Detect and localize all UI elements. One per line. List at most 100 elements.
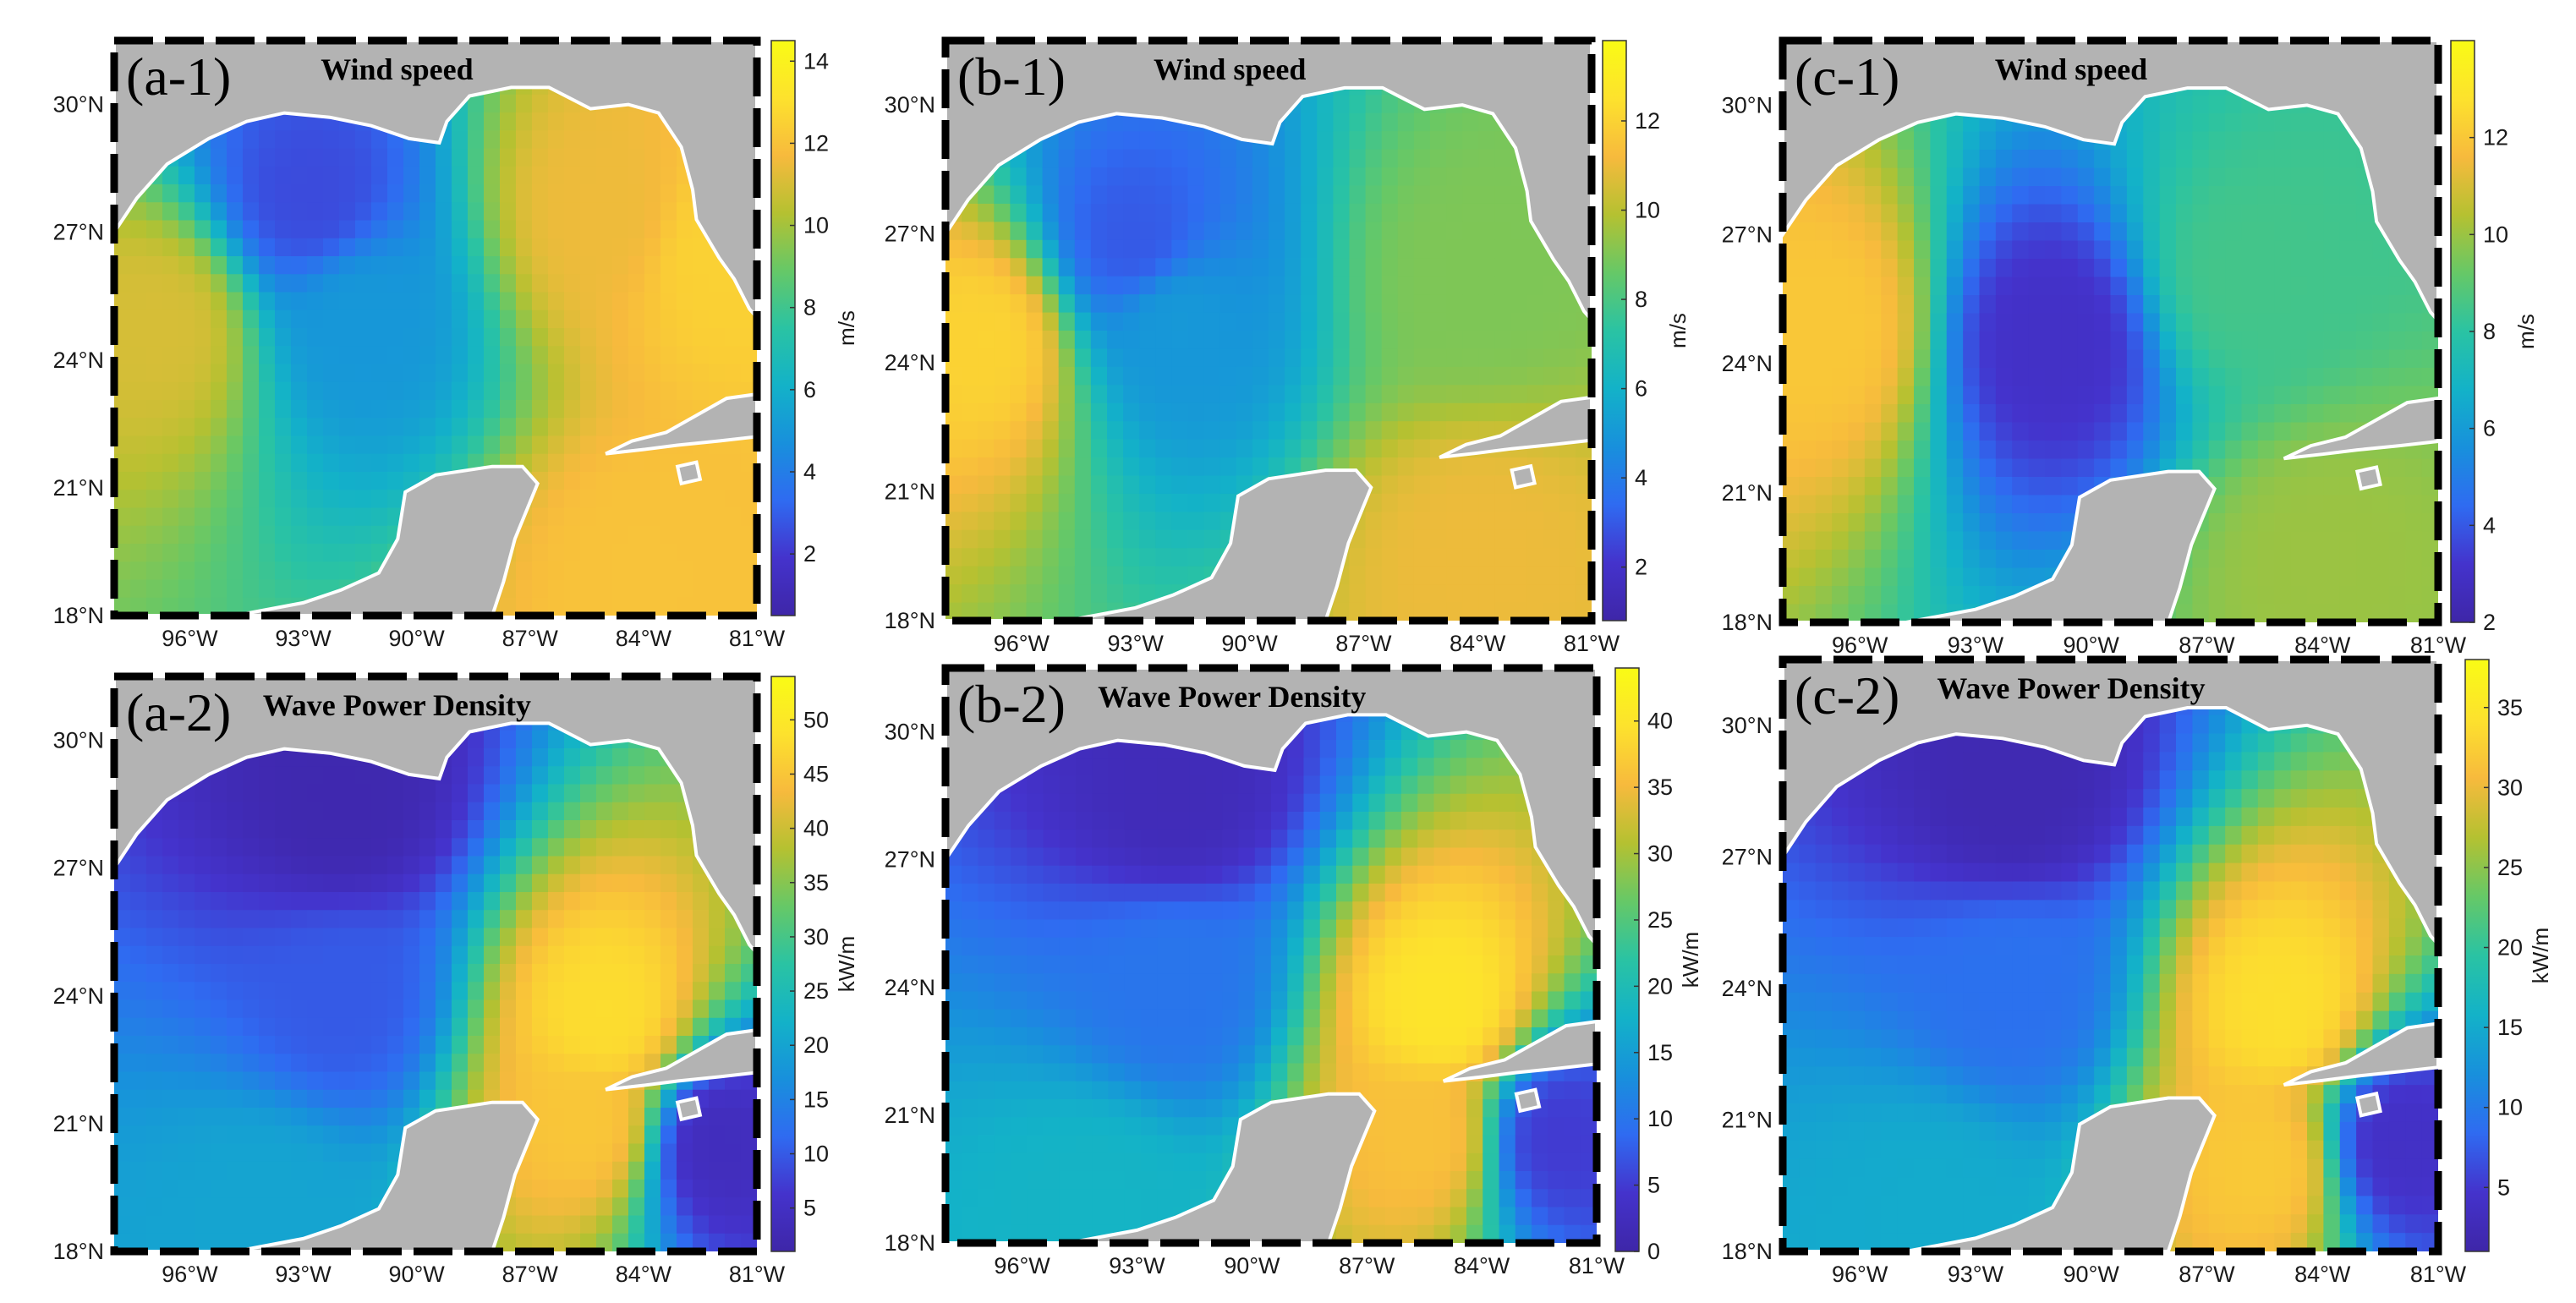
field-cell [1010,258,1028,277]
field-cell [2192,331,2210,351]
field-cell [484,148,501,167]
field-cell [468,112,485,131]
field-cell [2045,422,2062,441]
field-cell [516,435,533,455]
field-cell [2257,240,2275,260]
field-cell [596,856,613,875]
field-cell [1543,529,1560,549]
field-cell [532,1036,549,1054]
field-cell [2388,386,2406,405]
field-cell [1930,531,1948,550]
field-cell [2208,276,2226,296]
field-cell [307,945,324,965]
field-cell [677,328,693,347]
field-cell [162,1233,179,1251]
field-cell [677,507,693,527]
x-tick-label: 96°W [1832,632,1888,658]
field-cell [1010,529,1028,549]
field-cell [2339,586,2357,605]
field-cell [1058,402,1076,422]
field-cell [1946,441,1964,460]
field-cell [2257,131,2275,151]
field-cell [114,544,131,562]
field-cell [1963,586,1981,605]
field-cell [114,490,131,509]
field-cell [1301,222,1318,241]
field-cell [452,999,469,1019]
field-cell [259,1071,276,1091]
field-cell [2028,259,2046,278]
field-cell [1058,331,1076,350]
field-cell [660,148,677,167]
field-cell [1219,239,1237,259]
field-cell [1575,512,1592,531]
field-cell [1349,112,1367,132]
field-cell [178,364,195,383]
field-cell [1219,439,1237,458]
field-cell [484,381,501,401]
field-cell [1236,203,1253,222]
field-cell [1139,493,1156,512]
field-cell [945,366,962,386]
field-cell [1090,149,1108,168]
field-cell [693,544,710,562]
field-cell [1058,584,1076,604]
field-cell [628,220,645,239]
field-cell [1930,441,1948,460]
field-cell [2339,167,2357,187]
field-cell [2421,368,2438,387]
field-cell [1269,421,1285,441]
field-cell [339,892,356,911]
field-cell [596,1125,613,1145]
field-cell [419,364,436,383]
field-cell [644,184,661,203]
field-cell [1090,239,1108,259]
field-cell [628,561,645,581]
field-cell [500,820,517,839]
field-cell [962,584,978,604]
field-cell [323,928,340,947]
field-cell [275,202,292,222]
field-cell [1510,512,1528,531]
field-cell [1010,348,1028,368]
field-cell [2307,477,2324,496]
field-cell [516,238,533,257]
field-cell [339,435,356,455]
field-cell [2290,150,2308,169]
field-cell [612,945,629,965]
field-cell [1058,294,1076,314]
field-cell [227,238,244,257]
field-cell [1203,276,1221,295]
field-cell [1269,149,1285,168]
field-cell [2045,513,2062,533]
field-cell [2421,604,2438,622]
field-cell [725,597,742,616]
field-cell [2257,368,2275,387]
field-cell [1494,239,1512,259]
field-cell [419,856,436,875]
field-cell [307,256,324,275]
field-cell [1783,349,1800,369]
field-cell [548,256,565,275]
field-cell [1365,366,1383,386]
field-cell [580,784,597,803]
field-cell [660,166,677,185]
field-cell [1236,239,1253,259]
field-cell [2208,131,2226,151]
field-cell [580,856,597,875]
field-cell [2241,404,2259,424]
field-cell [1914,295,1931,315]
colorbar-tick-label: 8 [2483,319,2496,344]
field-cell [468,346,485,365]
field-cell [1219,312,1237,331]
field-cell [2388,550,2406,569]
field-cell [371,928,388,947]
field-cell [1543,276,1560,295]
field-cell [114,507,131,527]
field-cell [146,856,163,875]
field-cell [1301,239,1318,259]
field-cell [291,910,308,929]
field-cell [1381,402,1399,422]
field-cell [1252,331,1269,350]
field-cell [307,184,324,203]
